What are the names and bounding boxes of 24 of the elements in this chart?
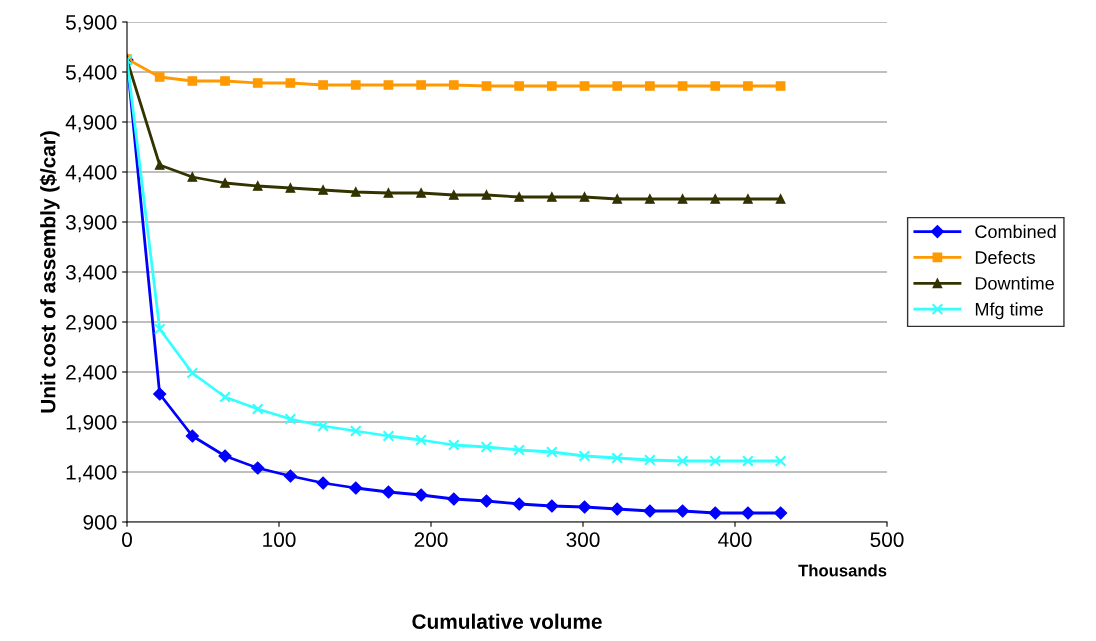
legend-label: Downtime <box>975 276 1054 290</box>
y-tick-label: 3,900 <box>65 215 117 233</box>
y-tick-label: 5,400 <box>65 65 117 83</box>
y-tick-label: 4,400 <box>65 165 117 183</box>
x-tick-label: 400 <box>718 532 752 548</box>
y-tick-label: 2,900 <box>66 315 117 333</box>
y-tick-label: 2,400 <box>66 365 117 383</box>
x-tick-label: 200 <box>414 532 448 548</box>
x-tick-label: 500 <box>870 532 904 548</box>
legend-label: Defects <box>975 250 1035 264</box>
y-tick-label: 900 <box>83 515 117 530</box>
x-tick-label: 300 <box>566 532 600 548</box>
x-tick-label: 100 <box>263 532 296 548</box>
y-tick-label: 5,900 <box>65 15 117 33</box>
y-tick-label: 4,900 <box>65 115 117 133</box>
y-axis-title: Unit cost of assembly ($/car) <box>39 131 60 413</box>
text: Thousands <box>798 564 887 577</box>
y-tick-label: 3,400 <box>65 265 117 283</box>
x-axis-title: Cumulative volume <box>412 613 602 629</box>
x-tick-label: 0 <box>122 532 132 548</box>
legend-label: Combined <box>975 224 1056 239</box>
legend-label: Mfg time <box>975 302 1043 320</box>
y-tick-label: 1,400 <box>66 465 117 483</box>
y-tick-label: 1,900 <box>66 415 117 433</box>
